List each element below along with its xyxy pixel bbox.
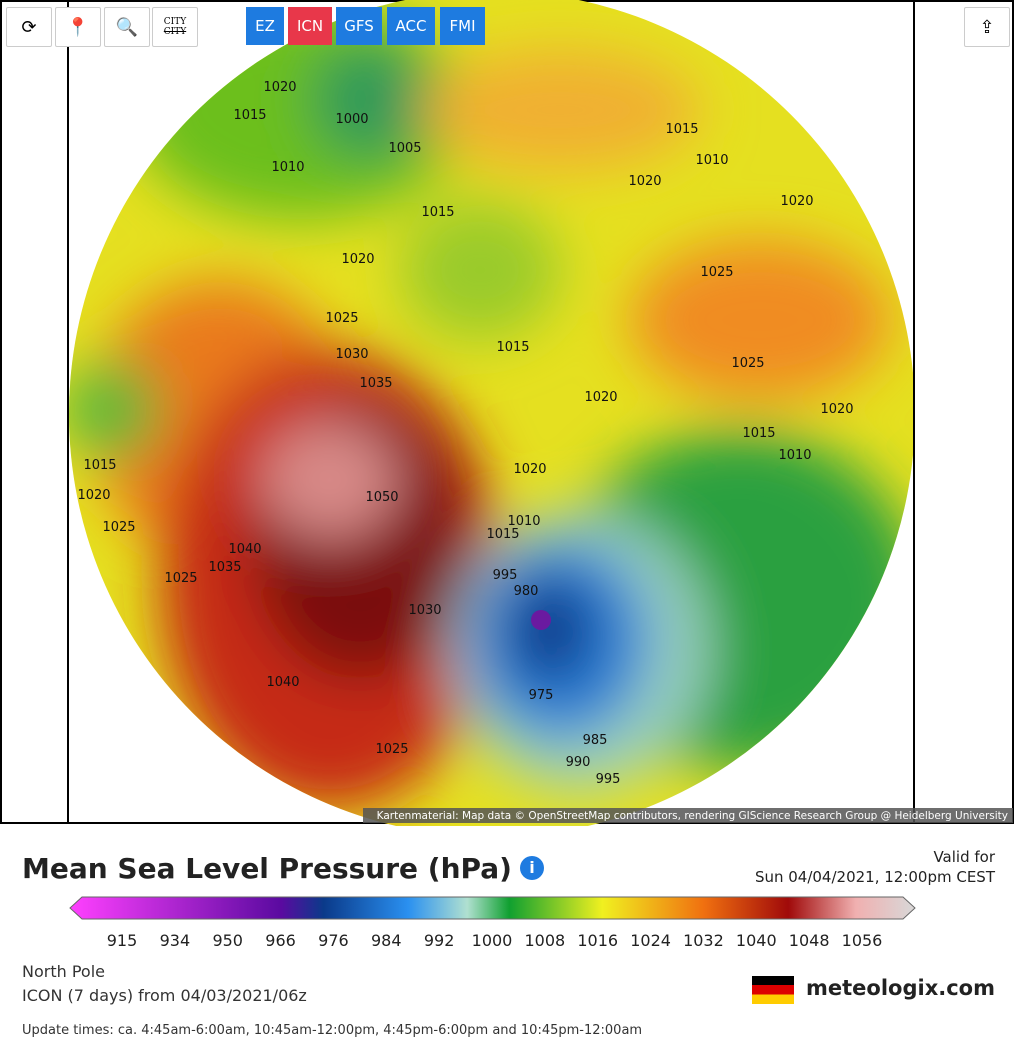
scale-label: 1008 xyxy=(524,931,565,950)
isobar-label: 1040 xyxy=(228,542,261,557)
isobar-label: 1015 xyxy=(742,426,775,441)
isobar-label: 1040 xyxy=(266,675,299,690)
model-button[interactable]: ACC xyxy=(387,7,435,45)
isobar-label: 1020 xyxy=(780,194,813,209)
flag xyxy=(752,976,794,1004)
isobar-label: 1020 xyxy=(341,252,374,267)
scale-label: 934 xyxy=(160,931,191,950)
scale-label: 950 xyxy=(212,931,243,950)
isobar-label: 1010 xyxy=(778,448,811,463)
scale-label: 1000 xyxy=(472,931,513,950)
scale-label: 1056 xyxy=(842,931,883,950)
model-button[interactable]: FMI xyxy=(440,7,485,45)
isobar-label: 1015 xyxy=(421,205,454,220)
isobar-label: 1015 xyxy=(665,122,698,137)
legend-title: Mean Sea Level Pressure (hPa) xyxy=(22,852,512,885)
isobar-label: 1020 xyxy=(513,462,546,477)
scale-label: 966 xyxy=(265,931,296,950)
isobar-label: 1015 xyxy=(496,340,529,355)
zoom-button[interactable]: 🔍 xyxy=(104,7,150,47)
model-button[interactable]: EZ xyxy=(246,7,284,45)
model-button[interactable]: GFS xyxy=(336,7,382,45)
model-button[interactable]: ICN xyxy=(288,7,332,45)
isobar-label: 1020 xyxy=(584,390,617,405)
isobar-label: 1025 xyxy=(700,265,733,280)
isobar-label: 990 xyxy=(566,755,591,770)
isobar-label: 985 xyxy=(583,733,608,748)
info-icon[interactable]: i xyxy=(520,856,544,880)
valid-time: Sun 04/04/2021, 12:00pm CEST xyxy=(754,868,995,886)
city-button[interactable]: CITY CITY xyxy=(152,7,198,47)
isobar-label: 1035 xyxy=(208,560,241,575)
scale-label: 992 xyxy=(424,931,455,950)
isobar-label: 1010 xyxy=(271,160,304,175)
isobar-label: 1050 xyxy=(365,490,398,505)
color-scale: 915 934 950 966 976 984 992 1000 1008 1016 1024 103… xyxy=(69,896,916,950)
scale-label: 915 xyxy=(107,931,138,950)
map: Kartenmaterial: Map data © OpenStreetMap… xyxy=(0,0,1014,826)
region: North Pole xyxy=(22,962,105,981)
isobar-label: 1010 xyxy=(507,514,540,529)
brand: meteologix.com xyxy=(806,976,995,1000)
isobar-label: 1015 xyxy=(486,527,519,542)
scale-label: 1040 xyxy=(736,931,777,950)
isobar-label: 1010 xyxy=(695,153,728,168)
scale-label: 1024 xyxy=(630,931,671,950)
scale-label: 976 xyxy=(318,931,349,950)
isobar-label: 1030 xyxy=(408,603,441,618)
isobar-label: 1020 xyxy=(77,488,110,503)
scale-label: 1032 xyxy=(683,931,724,950)
location-button[interactable]: 📍 xyxy=(55,7,101,47)
city-label: CITY xyxy=(163,17,187,27)
isobar-label: 995 xyxy=(596,772,621,787)
isobar-label: 995 xyxy=(493,568,518,583)
isobar-label: 1020 xyxy=(628,174,661,189)
city-label: CITY xyxy=(163,27,187,37)
share-button[interactable]: ⇪ xyxy=(964,7,1010,47)
attribution: Kartenmaterial: Map data © OpenStreetMap… xyxy=(377,810,1008,822)
isobar-label: 1025 xyxy=(325,311,358,326)
isobar-label: 1015 xyxy=(233,108,266,123)
isobar-label: 1035 xyxy=(359,376,392,391)
isobar-label: 1025 xyxy=(731,356,764,371)
valid-label: Valid for xyxy=(933,848,995,866)
scale-label: 984 xyxy=(371,931,402,950)
isobar-label: 1025 xyxy=(164,571,197,586)
isobar-label: 1020 xyxy=(263,80,296,95)
isobar-label: 1005 xyxy=(388,141,421,156)
isobar-label: 980 xyxy=(514,584,539,599)
isobar-label: 1000 xyxy=(335,112,368,127)
isobar-label: 975 xyxy=(529,688,554,703)
update-times: Update times: ca. 4:45am-6:00am, 10:45am… xyxy=(22,1023,643,1038)
scale-label: 1016 xyxy=(577,931,618,950)
isobar-label: 1015 xyxy=(83,458,116,473)
isobar-label: 1030 xyxy=(335,347,368,362)
isobar-label: 1025 xyxy=(102,520,135,535)
scale-label: 1048 xyxy=(789,931,830,950)
isobar-label: 1025 xyxy=(375,742,408,757)
isobar-label: 1020 xyxy=(820,402,853,417)
reload-button[interactable]: ⟳ xyxy=(6,7,52,47)
model-run: ICON (7 days) from 04/03/2021/06z xyxy=(22,986,307,1005)
